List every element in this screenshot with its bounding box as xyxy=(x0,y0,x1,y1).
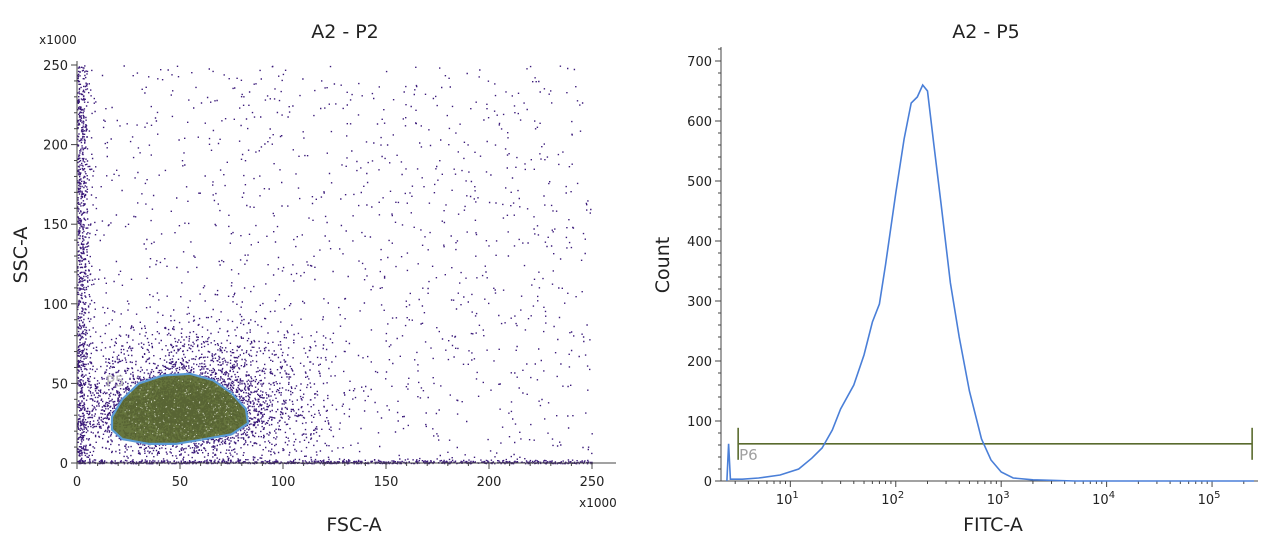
scatter-x-tick-label: 200 xyxy=(477,475,502,490)
hist-x-tick-label: 104 xyxy=(1092,490,1115,508)
hist-axes: 0 100 200 300 400 500 600 700 101 102 103 104 105 xyxy=(687,47,1258,508)
hist-title: A2 - P5 xyxy=(952,21,1020,43)
gate-p5-region xyxy=(110,372,250,445)
histogram-line xyxy=(726,83,1254,482)
scatter-y-tick-label: 150 xyxy=(43,218,68,233)
hist-y-tick-label: 0 xyxy=(704,475,712,490)
hist-y-tick-label: 600 xyxy=(687,115,712,130)
gate-p6: P6 xyxy=(737,427,1253,464)
scatter-x-tick-label: 50 xyxy=(172,475,189,490)
scatter-ylabel: SSC-A xyxy=(10,227,32,284)
scatter-x-multiplier: x1000 xyxy=(579,496,617,510)
scatter-x-tick-label: 150 xyxy=(374,475,399,490)
hist-x-tick-label: 102 xyxy=(881,490,904,508)
gate-p6-label: P6 xyxy=(739,446,758,464)
scatter-point xyxy=(77,65,593,465)
hist-xlabel: FITC-A xyxy=(963,514,1023,536)
scatter-plot: A2 - P2 x1000 x1000 FSC-A SSC-A P5 0 50 10… xyxy=(10,21,617,536)
scatter-x-tick-label: 250 xyxy=(580,475,605,490)
scatter-y-tick-label: 0 xyxy=(60,457,68,472)
scatter-x-tick-label: 100 xyxy=(271,475,296,490)
scatter-y-tick-label: 100 xyxy=(43,298,68,313)
scatter-title: A2 - P2 xyxy=(311,21,379,43)
hist-y-tick-label: 200 xyxy=(687,355,712,370)
scatter-y-tick-label: 50 xyxy=(51,377,68,392)
hist-x-tick-label: 101 xyxy=(776,490,799,508)
hist-y-tick-label: 400 xyxy=(687,235,712,250)
histogram-plot: A2 - P5 FITC-A Count 0 100 200 300 400 500 600… xyxy=(652,21,1258,536)
hist-y-tick-label: 100 xyxy=(687,415,712,430)
gate-p5-label: P5 xyxy=(106,373,125,391)
scatter-y-tick-label: 250 xyxy=(43,59,68,74)
hist-y-tick-label: 700 xyxy=(687,55,712,70)
gate-p5: P5 xyxy=(106,372,250,445)
scatter-axes: 0 50 100 150 200 250 0 50 100 150 200 250 xyxy=(43,59,616,490)
hist-x-tick-label: 103 xyxy=(987,490,1010,508)
scatter-y-tick-label: 200 xyxy=(43,139,68,154)
scatter-points xyxy=(77,65,593,465)
hist-x-tick-label: 105 xyxy=(1198,490,1221,508)
scatter-xlabel: FSC-A xyxy=(326,514,381,536)
hist-y-tick-label: 300 xyxy=(687,295,712,310)
hist-ylabel: Count xyxy=(652,237,674,293)
hist-y-tick-label: 500 xyxy=(687,175,712,190)
scatter-x-tick-label: 0 xyxy=(73,475,81,490)
scatter-y-multiplier: x1000 xyxy=(39,33,77,47)
